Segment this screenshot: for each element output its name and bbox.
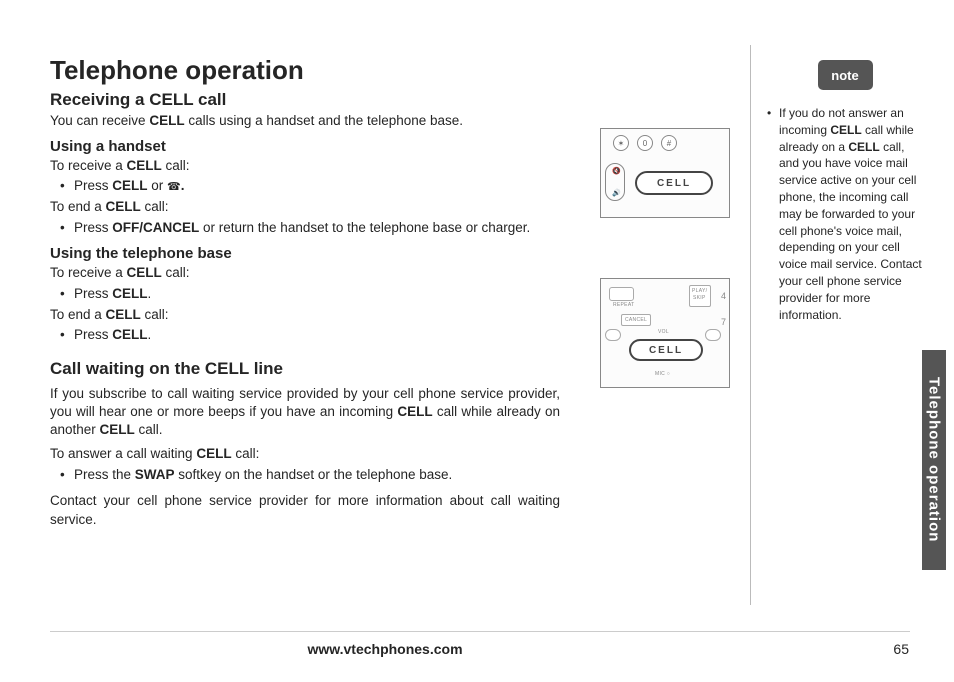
- vertical-divider: [750, 45, 751, 605]
- page-number: 65: [893, 641, 909, 657]
- cw-paragraph1: If you subscribe to call waiting service…: [50, 385, 560, 440]
- mic-label: MIC ○: [655, 371, 670, 377]
- note-tab: note: [818, 60, 873, 90]
- note-text: If you do not answer an incoming CELL ca…: [765, 105, 925, 323]
- illustration-handset: ✶ 0 # 🔇 🔊 CELL: [600, 128, 730, 218]
- page-title: Telephone operation: [50, 55, 750, 86]
- bullet-list: Press the SWAP softkey on the handset or…: [50, 466, 750, 485]
- section-heading-receiving: Receiving a CELL call: [50, 90, 750, 110]
- vol-label: VOL: [658, 329, 669, 335]
- cell-button-base: CELL: [629, 339, 703, 361]
- footer-divider: [50, 631, 910, 632]
- note-panel: note If you do not answer an incoming CE…: [765, 60, 925, 323]
- list-item: Press the SWAP softkey on the handset or…: [50, 466, 750, 485]
- cw-paragraph2: Contact your cell phone service provider…: [50, 492, 560, 528]
- play-label: PLAY/: [692, 288, 707, 294]
- illustration-base: REPEAT PLAY/ SKIP 4 7 CANCEL VOL CELL MI…: [600, 278, 730, 388]
- vol-up: [705, 329, 721, 341]
- side-tab: Telephone operation: [922, 350, 946, 570]
- list-item: Press OFF/CANCEL or return the handset t…: [50, 219, 750, 238]
- footer-url: www.vtechphones.com: [0, 641, 770, 657]
- keypad-hash: #: [661, 135, 677, 151]
- keypad-zero: 0: [637, 135, 653, 151]
- vol-down: [605, 329, 621, 341]
- cw-answer-text: To answer a call waiting CELL call:: [50, 445, 750, 463]
- repeat-box: [609, 287, 634, 301]
- num7: 7: [721, 317, 726, 327]
- cell-button: CELL: [635, 171, 713, 195]
- keypad-star: ✶: [613, 135, 629, 151]
- repeat-label: REPEAT: [613, 302, 634, 308]
- cancel-label: CANCEL: [625, 317, 647, 323]
- subheading-base: Using the telephone base: [50, 245, 750, 262]
- volume-rocker: 🔇 🔊: [605, 163, 625, 201]
- skip-label: SKIP: [693, 295, 706, 301]
- num4: 4: [721, 291, 726, 301]
- bullet-list: Press OFF/CANCEL or return the handset t…: [50, 219, 750, 238]
